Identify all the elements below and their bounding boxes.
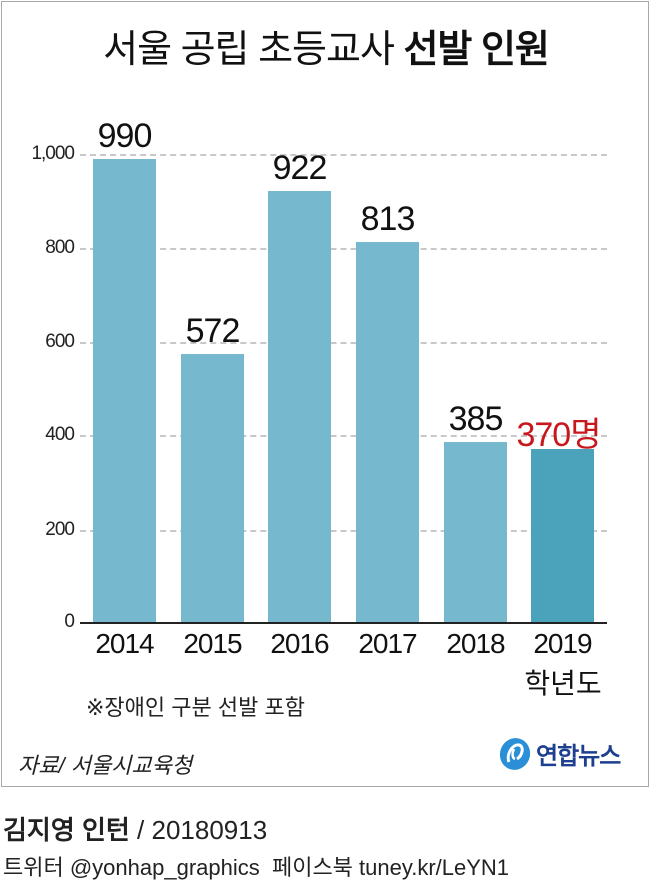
bar-2017 <box>356 241 419 622</box>
bar-2016 <box>268 190 331 622</box>
x-label-2016: 2016 <box>270 628 329 659</box>
chart-frame <box>1 1 649 787</box>
credit-date: / 20180913 <box>129 815 268 845</box>
footnote: ※장애인 구분 선발 포함 <box>86 695 305 720</box>
x-label-2014: 2014 <box>95 628 154 659</box>
y-tick-1000: 1,000 <box>31 143 75 164</box>
chart-title: 서울 공립 초등교사 선발 인원 <box>0 18 652 73</box>
y-tick-200: 200 <box>45 519 75 540</box>
yonhap-globe-icon <box>499 737 531 770</box>
title-light: 서울 공립 초등교사 <box>103 29 395 71</box>
author-name: 김지영 인턴 <box>3 815 130 845</box>
y-tick-800: 800 <box>45 237 75 258</box>
value-label-2015: 572 <box>185 312 241 351</box>
bar-2019 <box>531 448 594 622</box>
x-axis-line <box>80 622 607 624</box>
x-label-2019: 2019 <box>533 628 592 659</box>
social-links: 트위터 @yonhap_graphics 페이스북 tuney.kr/LeYN1 <box>3 855 510 880</box>
value-label-2014: 990 <box>97 116 153 155</box>
x-label-2017: 2017 <box>358 628 417 659</box>
y-tick-400: 400 <box>45 424 75 445</box>
yonhap-logo: 연합뉴스 <box>498 736 621 771</box>
x-axis-unit: 학년도 <box>524 668 602 699</box>
credit-line: 김지영 인턴 / 20180913 <box>3 810 267 847</box>
bar-2014 <box>93 158 156 622</box>
y-tick-0: 0 <box>64 611 75 632</box>
value-label-2017: 813 <box>360 199 416 238</box>
bar-2018 <box>444 441 507 622</box>
x-label-2015: 2015 <box>183 628 242 659</box>
gridline-600 <box>80 342 607 344</box>
gridline-800 <box>80 248 607 250</box>
logo-text: 연합뉴스 <box>536 743 621 770</box>
value-label-2016: 922 <box>272 148 328 187</box>
bar-2015 <box>181 354 244 622</box>
source-text: 자료/ 서울시교육청 <box>18 753 193 778</box>
value-label-2018: 385 <box>448 399 504 438</box>
gridline-1000 <box>80 154 607 156</box>
title-bold: 선발 인원 <box>403 29 549 71</box>
y-tick-600: 600 <box>45 331 75 352</box>
gridline-400 <box>80 435 607 437</box>
x-label-2018: 2018 <box>446 628 505 659</box>
value-label-2019: 370명 <box>516 415 601 454</box>
gridline-200 <box>80 530 607 532</box>
